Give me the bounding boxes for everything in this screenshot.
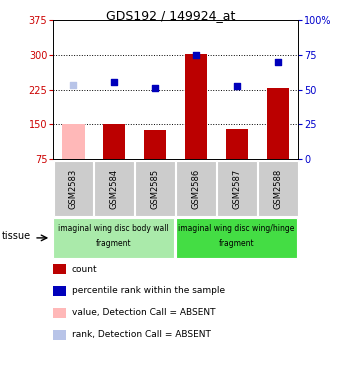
Text: GSM2583: GSM2583 <box>69 168 78 209</box>
Text: fragment: fragment <box>96 239 131 248</box>
Bar <box>226 129 248 159</box>
Point <box>112 79 117 85</box>
Text: GSM2584: GSM2584 <box>110 168 119 209</box>
Text: imaginal wing disc wing/hinge: imaginal wing disc wing/hinge <box>178 224 295 233</box>
Text: GSM2585: GSM2585 <box>151 168 160 209</box>
Bar <box>185 54 207 159</box>
Bar <box>103 123 125 159</box>
Text: rank, Detection Call = ABSENT: rank, Detection Call = ABSENT <box>72 330 210 339</box>
Bar <box>267 88 289 159</box>
Text: imaginal wing disc body wall: imaginal wing disc body wall <box>58 224 169 233</box>
Text: fragment: fragment <box>219 239 254 248</box>
Point <box>275 59 281 65</box>
Text: count: count <box>72 265 97 273</box>
Bar <box>144 130 166 159</box>
Bar <box>62 124 85 159</box>
Text: GSM2588: GSM2588 <box>273 168 282 209</box>
Point <box>234 83 240 89</box>
Text: GDS192 / 149924_at: GDS192 / 149924_at <box>106 9 235 22</box>
Text: GSM2586: GSM2586 <box>192 168 201 209</box>
Text: GSM2587: GSM2587 <box>233 168 241 209</box>
Point <box>193 52 199 58</box>
Point <box>71 82 76 88</box>
Text: tissue: tissue <box>2 231 31 241</box>
Text: percentile rank within the sample: percentile rank within the sample <box>72 287 225 295</box>
Text: value, Detection Call = ABSENT: value, Detection Call = ABSENT <box>72 309 215 317</box>
Point <box>152 85 158 91</box>
